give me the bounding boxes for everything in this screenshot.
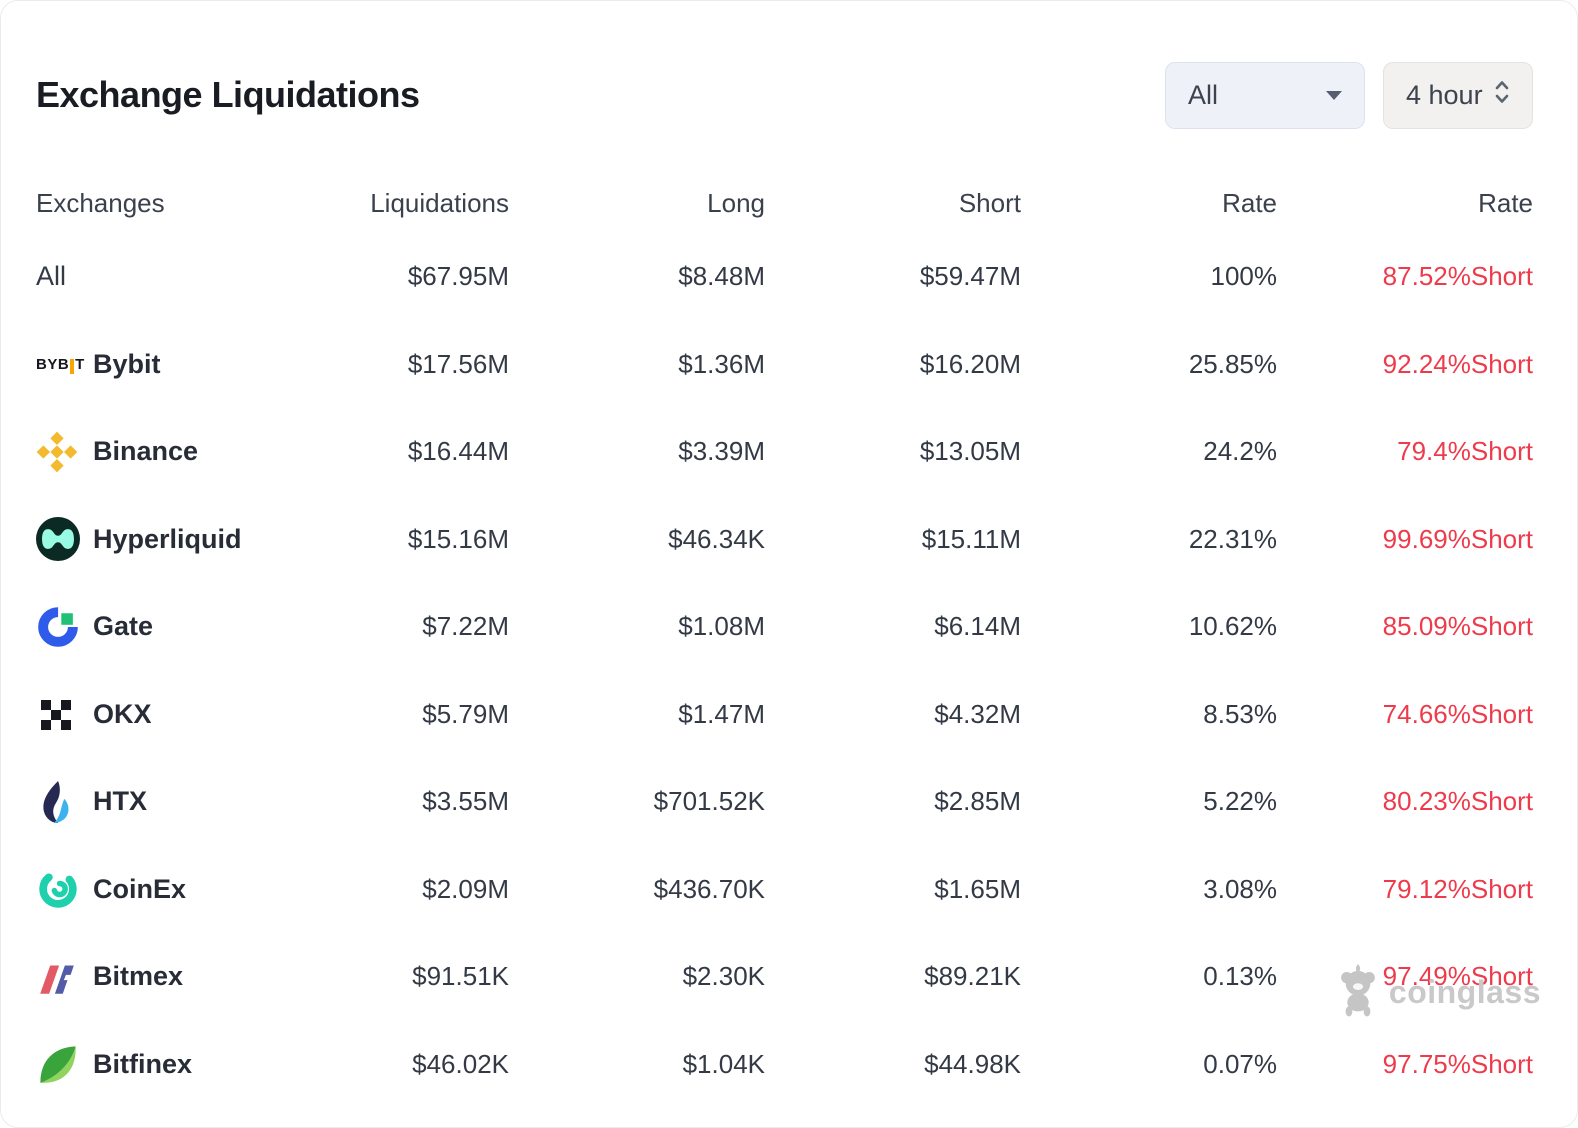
col-header-long: Long: [707, 187, 765, 218]
table-row-gate[interactable]: Gate $7.22M $1.08M $6.14M 10.62% 85.09%S…: [36, 583, 1533, 671]
liquidations-value: $2.09M: [422, 873, 509, 904]
short-value: $44.98K: [924, 1048, 1021, 1079]
liquidations-value: $16.44M: [407, 436, 509, 467]
exchange-name: Bitfinex: [93, 1048, 193, 1079]
okx-logo-icon: [36, 694, 93, 734]
exchange-name: Binance: [93, 436, 199, 467]
header-controls: All 4 hour: [1165, 61, 1533, 129]
rate-value: 24.2%: [1203, 436, 1277, 467]
short-value: $2.85M: [934, 786, 1021, 817]
hyperliquid-logo-icon: [36, 517, 93, 562]
up-down-stepper-icon: [1494, 79, 1510, 112]
exchange-name: CoinEx: [93, 873, 187, 904]
liquidations-value: $46.02K: [412, 1048, 509, 1079]
table-row-bitmex[interactable]: Bitmex $91.51K $2.30K $89.21K 0.13% 97.4…: [36, 933, 1533, 1021]
long-value: $701.52K: [653, 786, 765, 817]
short-value: $6.14M: [934, 611, 1021, 642]
short-rate-value: 85.09%Short: [1382, 611, 1533, 642]
rate-value: 0.13%: [1203, 961, 1277, 992]
htx-logo-icon: [36, 780, 93, 824]
table-row-hyperliquid[interactable]: Hyperliquid $15.16M $46.34K $15.11M 22.3…: [36, 496, 1533, 584]
interval-value: 4 hour: [1406, 79, 1483, 110]
short-value: $1.65M: [934, 873, 1021, 904]
liquidations-value: $91.51K: [412, 961, 509, 992]
long-value: $1.36M: [678, 348, 765, 379]
long-value: $1.47M: [678, 698, 765, 729]
rate-value: 5.22%: [1203, 786, 1277, 817]
long-value: $46.34K: [668, 523, 765, 554]
col-header-exchanges: Exchanges: [36, 187, 165, 218]
short-value: $59.47M: [919, 261, 1021, 292]
rate-value: 0.07%: [1203, 1048, 1277, 1079]
table-row-coinex[interactable]: CoinEx $2.09M $436.70K $1.65M 3.08% 79.1…: [36, 846, 1533, 934]
table-row-all[interactable]: All $67.95M $8.48M $59.47M 100% 87.52%Sh…: [36, 233, 1533, 321]
col-header-short: Short: [958, 187, 1021, 218]
liquidations-value: $17.56M: [407, 348, 509, 379]
liquidations-value: $5.79M: [422, 698, 509, 729]
table-body: All $67.95M $8.48M $59.47M 100% 87.52%Sh…: [36, 233, 1533, 1108]
col-header-rate: Rate: [1222, 187, 1277, 218]
table-row-okx[interactable]: OKX $5.79M $1.47M $4.32M 8.53% 74.66%Sho…: [36, 671, 1533, 759]
short-value: $89.21K: [924, 961, 1021, 992]
coinex-logo-icon: [36, 867, 93, 911]
rate-value: 22.31%: [1188, 523, 1277, 554]
long-value: $1.08M: [678, 611, 765, 642]
bybit-logo-icon: BYB T: [36, 355, 85, 374]
table-row-bybit[interactable]: BYB T Bybit $17.56M $1.36M $16.20M 25.85%…: [36, 321, 1533, 409]
bitfinex-logo-icon: [36, 1042, 93, 1086]
exchange-name: OKX: [93, 698, 152, 729]
rate-value: 10.62%: [1188, 611, 1277, 642]
exchange-filter-value: All: [1188, 79, 1219, 110]
exchange-name: Bitmex: [93, 961, 184, 992]
short-value: $13.05M: [919, 436, 1021, 467]
chevron-down-icon: [1326, 90, 1342, 100]
rate-value: 100%: [1210, 261, 1278, 292]
exchange-name: HTX: [93, 786, 147, 817]
liquidations-value: $7.22M: [422, 611, 509, 642]
bitmex-logo-icon: [36, 956, 93, 998]
col-header-liquidations: Liquidations: [370, 187, 509, 218]
short-rate-value: 79.12%Short: [1382, 873, 1533, 904]
long-value: $2.30K: [682, 961, 765, 992]
table-row-binance[interactable]: Binance $16.44M $3.39M $13.05M 24.2% 79.…: [36, 408, 1533, 496]
short-value: $16.20M: [919, 348, 1021, 379]
exchange-name: All: [36, 261, 67, 292]
page-title: Exchange Liquidations: [36, 74, 420, 115]
exchange-name: Hyperliquid: [93, 523, 242, 554]
rate-value: 8.53%: [1203, 698, 1277, 729]
long-value: $8.48M: [678, 261, 765, 292]
gate-logo-icon: [36, 605, 93, 649]
exchange-name: Bybit: [93, 348, 161, 379]
short-rate-value: 97.75%Short: [1382, 1048, 1533, 1079]
short-rate-value: 99.69%Short: [1382, 523, 1533, 554]
long-value: $1.04K: [682, 1048, 765, 1079]
long-value: $436.70K: [653, 873, 765, 904]
short-rate-value: 79.4%Short: [1397, 436, 1533, 467]
long-value: $3.39M: [678, 436, 765, 467]
rate-value: 25.85%: [1188, 348, 1277, 379]
table-row-htx[interactable]: HTX $3.55M $701.52K $2.85M 5.22% 80.23%S…: [36, 758, 1533, 846]
short-value: $4.32M: [934, 698, 1021, 729]
panel-header: Exchange Liquidations All 4 hour: [36, 57, 1533, 133]
short-rate-value: 92.24%Short: [1382, 348, 1533, 379]
exchange-filter-dropdown[interactable]: All: [1165, 61, 1365, 129]
col-header-short-rate: Rate: [1478, 187, 1533, 218]
liquidations-value: $15.16M: [407, 523, 509, 554]
short-rate-value: 80.23%Short: [1382, 786, 1533, 817]
interval-dropdown[interactable]: 4 hour: [1383, 61, 1533, 129]
table-row-bitfinex[interactable]: Bitfinex $46.02K $1.04K $44.98K 0.07% 97…: [36, 1021, 1533, 1109]
short-rate-value: 97.49%Short: [1382, 961, 1533, 992]
binance-logo-icon: [36, 431, 93, 473]
short-rate-value: 87.52%Short: [1382, 261, 1533, 292]
liquidations-value: $3.55M: [422, 786, 509, 817]
liquidations-value: $67.95M: [407, 261, 509, 292]
exchange-name: Gate: [93, 611, 154, 642]
short-value: $15.11M: [921, 523, 1021, 554]
short-rate-value: 74.66%Short: [1382, 698, 1533, 729]
table-header-row: Exchanges Liquidations Long Short Rate R…: [36, 173, 1533, 233]
rate-value: 3.08%: [1203, 873, 1277, 904]
